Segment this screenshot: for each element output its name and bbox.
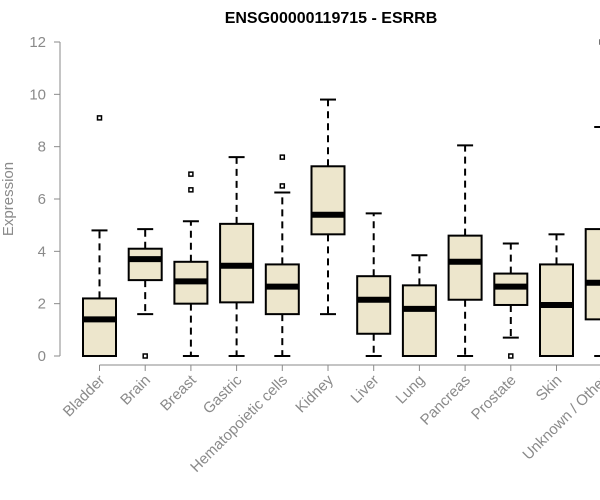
x-tick-label: Breast	[157, 371, 200, 414]
box-unknown-other	[584, 39, 600, 357]
y-axis-label: Expression	[0, 162, 17, 236]
box-iqr	[447, 234, 483, 301]
box-liver	[356, 212, 392, 357]
box-iqr	[584, 228, 600, 321]
y-axis: 0 2 4 6 8 10 12	[29, 34, 61, 365]
box-hematopoietic-cells	[264, 154, 300, 357]
outlier-point	[96, 115, 103, 121]
y-tick-label: 12	[29, 34, 46, 51]
box-lung	[401, 254, 437, 358]
outlier-point	[279, 183, 286, 189]
box-brain	[127, 228, 163, 359]
x-tick-label: Gastric	[200, 371, 246, 417]
box-iqr	[401, 284, 437, 358]
box-pancreas	[447, 144, 483, 357]
x-tick-label: Prostate	[468, 372, 520, 424]
outlier-point	[188, 187, 194, 193]
y-tick-label: 2	[38, 296, 46, 313]
y-tick-label: 8	[38, 139, 46, 156]
box-gastric	[219, 156, 255, 357]
x-tick-label: Brain	[117, 372, 154, 409]
x-tick-label: Kidney	[292, 371, 337, 416]
chart-title: ENSG00000119715 - ESRRB	[225, 10, 438, 27]
y-tick-label: 6	[38, 191, 46, 208]
box-kidney	[310, 98, 346, 316]
y-tick-label: 4	[38, 243, 46, 260]
outlier-point	[508, 353, 514, 359]
box-series	[82, 39, 600, 359]
box-iqr	[539, 263, 574, 357]
x-tick-label: Pancreas	[417, 372, 474, 429]
box-bladder	[82, 115, 117, 357]
y-tick-label: 0	[38, 348, 46, 365]
outlier-point	[279, 154, 286, 160]
box-iqr	[356, 275, 392, 335]
x-tick-label: Skin	[533, 372, 566, 405]
box-breast	[173, 171, 209, 357]
x-tick-label: Liver	[348, 372, 383, 407]
y-tick-label: 10	[29, 86, 46, 103]
box-prostate	[493, 242, 529, 359]
x-tick-label: Bladder	[60, 372, 109, 421]
outlier-point	[142, 353, 148, 359]
outlier-point	[188, 171, 194, 177]
box-iqr	[127, 247, 163, 282]
box-skin	[539, 233, 574, 357]
x-tick-label: Lung	[393, 372, 429, 408]
box-iqr	[82, 297, 117, 357]
box-iqr	[310, 165, 346, 236]
